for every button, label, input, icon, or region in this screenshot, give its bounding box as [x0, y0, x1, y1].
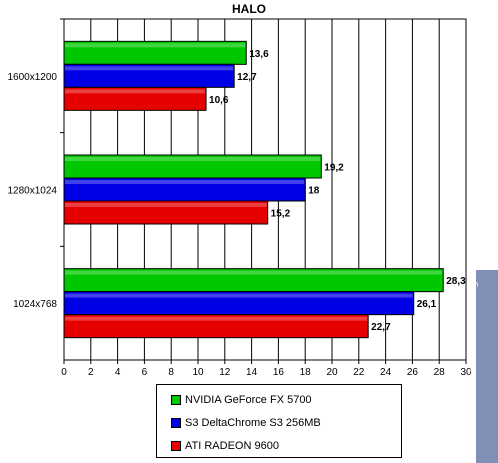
category-labels: 1600x1200 1280x1024 1024x768	[8, 18, 64, 310]
legend: NVIDIA GeForce FX 5700 S3 DeltaChrome S3…	[156, 384, 402, 458]
bar	[63, 200, 269, 225]
x-tick-label: 0	[61, 367, 67, 378]
bar-highlight	[65, 66, 234, 71]
data-label: 18	[308, 186, 320, 197]
x-tick-label: 28	[434, 367, 446, 378]
data-labels: 13,6 12,7 10,6 19,2 18 15,2 28,3 26,1 22,7	[209, 49, 466, 333]
legend-item-s3: S3 DeltaChrome S3 256MB	[171, 416, 321, 430]
x-tick-label: 2	[88, 367, 94, 378]
data-label: 26,1	[417, 299, 437, 310]
bar-highlight	[65, 43, 246, 48]
x-tick-label: 22	[353, 367, 365, 378]
data-label: 22,7	[371, 322, 391, 333]
category-label: 1280x1024	[8, 186, 58, 197]
x-tick-label: 8	[168, 367, 174, 378]
legend-swatch-s3	[171, 418, 181, 428]
bar-highlight	[65, 270, 443, 275]
data-label: 28,3	[446, 276, 466, 287]
data-label: 19,2	[324, 163, 344, 174]
x-tick-label: 18	[300, 367, 312, 378]
data-label: 15,2	[271, 209, 291, 220]
x-tick-label: 4	[115, 367, 121, 378]
x-tick-label: 12	[219, 367, 231, 378]
category-label: 1024x768	[13, 299, 57, 310]
watermark: © 2004 www.ixbt.com www.digit-life.com	[468, 209, 498, 463]
bar-highlight	[65, 157, 321, 161]
legend-label-s3: S3 DeltaChrome S3 256MB	[185, 417, 321, 429]
x-tick-label: 14	[246, 367, 258, 378]
legend-item-ati: ATI RADEON 9600	[171, 439, 279, 453]
bar	[63, 86, 207, 111]
x-tick-label: 6	[142, 367, 148, 378]
legend-swatch-ati	[171, 441, 181, 451]
bar-highlight	[65, 316, 368, 321]
watermark-text: © 2004 www.ixbt.com www.digit-life.com	[468, 209, 479, 457]
category-label: 1600x1200	[8, 72, 58, 83]
data-label: 10,6	[209, 95, 229, 106]
x-tick-label: 24	[380, 367, 392, 378]
x-tick-label: 20	[326, 367, 338, 378]
bar-highlight	[65, 293, 413, 298]
bar-highlight	[65, 203, 267, 207]
legend-label-ati: ATI RADEON 9600	[185, 440, 279, 452]
chart-title: HALO	[232, 2, 266, 16]
data-label: 13,6	[249, 49, 269, 60]
bars	[63, 40, 444, 339]
legend-swatch-nvidia	[171, 395, 181, 405]
data-label: 12,7	[237, 72, 257, 83]
x-tick-label: 30	[460, 367, 472, 378]
x-axis-ticks: 0 2 4 6 8 10 12 14 16 18 20 22 24 26 28 30	[61, 360, 472, 378]
x-tick-label: 26	[407, 367, 419, 378]
legend-item-nvidia: NVIDIA GeForce FX 5700	[171, 393, 312, 407]
bar	[63, 314, 369, 339]
x-tick-label: 10	[192, 367, 204, 378]
bar-highlight	[65, 89, 206, 94]
bar-highlight	[65, 180, 305, 184]
legend-label-nvidia: NVIDIA GeForce FX 5700	[185, 394, 312, 406]
x-tick-label: 16	[273, 367, 285, 378]
